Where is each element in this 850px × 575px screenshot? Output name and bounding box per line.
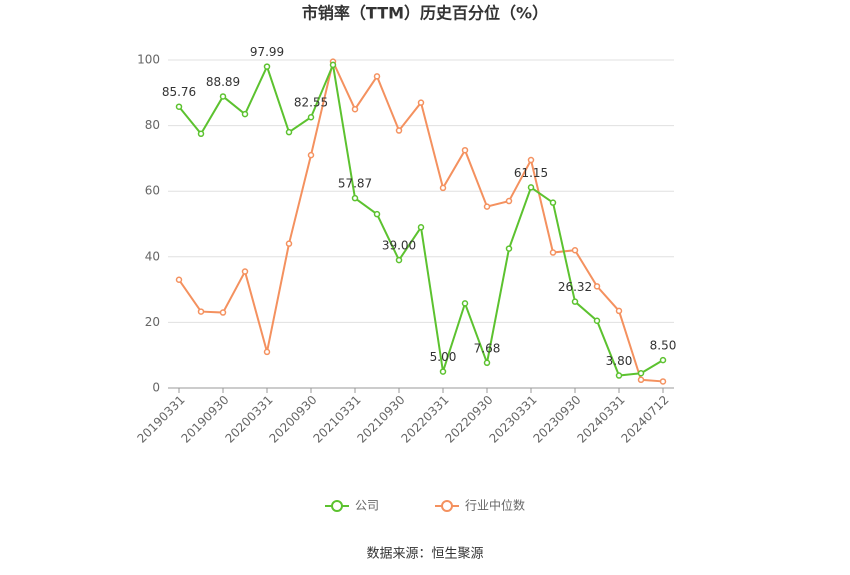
data-point bbox=[241, 110, 249, 118]
x-tick-label: 20240712 bbox=[619, 393, 672, 446]
data-point bbox=[549, 199, 557, 206]
data-point bbox=[659, 378, 667, 385]
data-point bbox=[461, 146, 469, 154]
data-point bbox=[571, 246, 579, 254]
data-point bbox=[219, 309, 227, 316]
data-point bbox=[263, 63, 271, 70]
data-point bbox=[593, 317, 601, 325]
data-label: 97.99 bbox=[250, 45, 284, 59]
data-point bbox=[241, 268, 249, 275]
data-point bbox=[637, 369, 645, 377]
data-point bbox=[439, 368, 447, 375]
series-line bbox=[178, 58, 664, 383]
data-point bbox=[505, 197, 513, 205]
data-point bbox=[637, 376, 645, 384]
data-point bbox=[417, 99, 425, 106]
data-point bbox=[197, 308, 205, 315]
y-tick-label: 0 bbox=[152, 381, 160, 395]
data-point bbox=[395, 127, 403, 134]
y-tick-label: 60 bbox=[145, 184, 160, 198]
data-label: 7.68 bbox=[474, 341, 501, 355]
y-tick-label: 40 bbox=[145, 249, 160, 263]
y-tick-label: 100 bbox=[137, 53, 160, 67]
data-label: 26.32 bbox=[558, 280, 592, 294]
data-point bbox=[351, 194, 359, 202]
data-point bbox=[483, 359, 491, 367]
data-point bbox=[219, 93, 227, 100]
data-label: 3.80 bbox=[606, 354, 633, 368]
data-point bbox=[175, 276, 183, 284]
data-point bbox=[659, 356, 667, 364]
data-point bbox=[527, 156, 535, 164]
data-label: 5.00 bbox=[430, 350, 457, 364]
data-point bbox=[615, 372, 623, 379]
legend-marker bbox=[331, 500, 343, 512]
data-point bbox=[285, 240, 293, 247]
data-point bbox=[483, 203, 491, 210]
data-point bbox=[395, 256, 403, 264]
data-label: 85.76 bbox=[162, 85, 196, 99]
data-label: 8.50 bbox=[650, 339, 677, 353]
data-point bbox=[593, 283, 601, 290]
data-point bbox=[329, 61, 337, 69]
data-point bbox=[307, 151, 315, 159]
data-point bbox=[549, 249, 557, 256]
source-note: 数据来源：恒生聚源 bbox=[366, 547, 483, 562]
data-point bbox=[527, 184, 535, 191]
legend-label: 行业中位数 bbox=[465, 498, 525, 513]
series-line bbox=[178, 61, 664, 377]
data-point bbox=[263, 348, 271, 356]
legend-marker bbox=[441, 500, 453, 512]
data-label: 88.89 bbox=[206, 75, 240, 89]
data-point bbox=[417, 224, 425, 231]
data-point bbox=[461, 300, 469, 307]
chart-title: 市销率（TTM）历史百分位（%） bbox=[302, 4, 548, 23]
data-point bbox=[439, 184, 447, 192]
data-label: 57.87 bbox=[338, 177, 372, 191]
data-label: 61.15 bbox=[514, 166, 548, 180]
data-point bbox=[351, 105, 359, 113]
data-point bbox=[197, 130, 205, 138]
legend-label: 公司 bbox=[355, 499, 379, 513]
y-tick-label: 80 bbox=[145, 118, 160, 132]
data-point bbox=[615, 307, 623, 315]
data-point bbox=[571, 298, 579, 305]
data-label: 82.55 bbox=[294, 96, 328, 110]
data-point bbox=[505, 245, 513, 252]
y-tick-label: 20 bbox=[145, 315, 160, 329]
data-point bbox=[175, 103, 183, 110]
data-label: 39.00 bbox=[382, 239, 416, 253]
data-point bbox=[373, 210, 381, 218]
data-point bbox=[307, 113, 315, 121]
data-point bbox=[285, 128, 293, 136]
data-point bbox=[373, 73, 381, 80]
